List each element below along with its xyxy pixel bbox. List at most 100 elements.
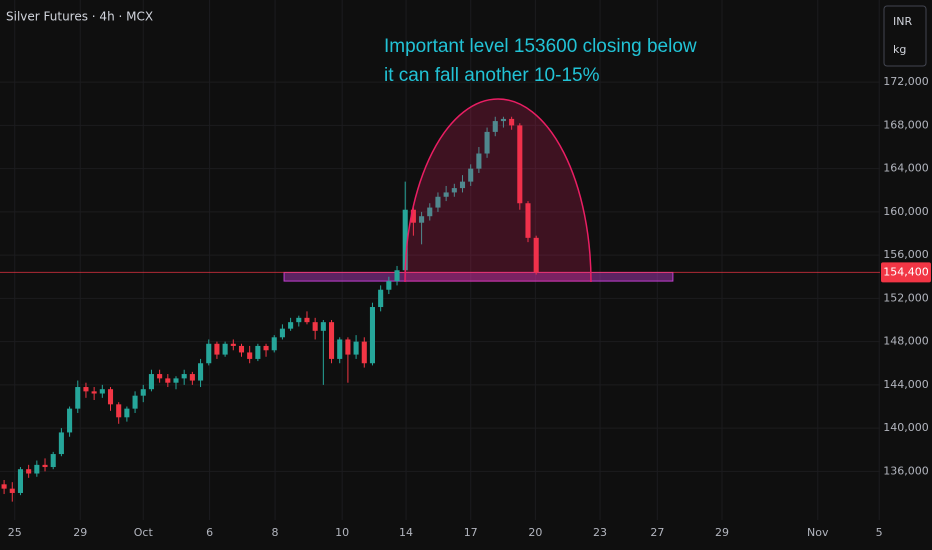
unit-box[interactable] xyxy=(883,5,927,67)
candle-body xyxy=(214,343,220,355)
candle-body xyxy=(173,378,179,383)
candle-body xyxy=(206,343,212,364)
candle-body xyxy=(288,322,294,329)
price-label-box xyxy=(881,262,931,283)
candle-body xyxy=(435,196,441,208)
candle-body xyxy=(394,270,400,282)
y-tick-label: 140,000 xyxy=(883,421,929,434)
candle-body xyxy=(58,432,64,455)
x-tick-label: 23 xyxy=(593,526,607,539)
candle-body xyxy=(410,209,416,223)
candle-body xyxy=(320,322,326,331)
candle-body xyxy=(533,237,539,273)
x-tick-label: 17 xyxy=(464,526,478,539)
x-tick-label: 14 xyxy=(399,526,413,539)
y-tick-label: 172,000 xyxy=(883,75,929,88)
candle-body xyxy=(402,209,408,271)
x-tick-label: 10 xyxy=(335,526,349,539)
candle-body xyxy=(50,454,56,468)
candle-body xyxy=(198,363,204,381)
x-tick-label: Nov xyxy=(807,526,829,539)
candle-body xyxy=(443,192,449,197)
candle-body xyxy=(165,378,171,383)
plot xyxy=(0,116,880,502)
currency: INR xyxy=(893,15,912,28)
candle-body xyxy=(230,343,236,346)
candle-body xyxy=(337,339,343,359)
candle-body xyxy=(247,352,253,359)
candle-body xyxy=(345,339,351,355)
candle-body xyxy=(353,341,359,355)
y-tick-label: 144,000 xyxy=(883,378,929,391)
annotation: it can fall another 10-15% xyxy=(384,65,600,86)
x-tick-label: 8 xyxy=(272,526,279,539)
arc-shape xyxy=(404,98,592,283)
candle-body xyxy=(279,328,285,338)
x-tick-label: 20 xyxy=(528,526,542,539)
candle-body xyxy=(83,387,89,392)
candle-body xyxy=(386,281,392,290)
annotation: Important level 153600 closing below xyxy=(384,36,697,57)
candle-body xyxy=(296,317,302,323)
x-tick-label: 29 xyxy=(715,526,729,539)
candle-body xyxy=(263,345,269,351)
candle-body xyxy=(75,387,81,409)
candle-body xyxy=(328,322,335,359)
candle-body xyxy=(189,374,195,381)
candle-body xyxy=(255,345,261,359)
candle-body xyxy=(369,307,376,364)
x-tick-label: 29 xyxy=(73,526,87,539)
candle-body xyxy=(124,408,130,418)
candle-body xyxy=(476,153,482,169)
y-tick-label: 136,000 xyxy=(883,464,929,477)
x-tick-label: 27 xyxy=(650,526,664,539)
unit: kg xyxy=(893,43,906,56)
candle-body xyxy=(91,391,97,394)
candle-body xyxy=(271,337,277,351)
candle-body xyxy=(222,343,228,355)
y-tick-label: 160,000 xyxy=(883,205,929,218)
candle-body xyxy=(132,395,138,409)
candle-body xyxy=(484,131,490,154)
price-label: 154,400 xyxy=(883,265,929,278)
candle-body xyxy=(427,207,433,217)
candle-body xyxy=(492,121,498,132)
candle-body xyxy=(17,469,24,493)
chart-title: Silver Futures · 4h · MCX xyxy=(6,10,153,24)
grid xyxy=(0,0,880,520)
candle-body xyxy=(451,188,457,193)
y-tick-label: 156,000 xyxy=(883,248,929,261)
y-tick-label: 152,000 xyxy=(883,291,929,304)
y-tick-label: 164,000 xyxy=(883,162,929,175)
candle-body xyxy=(42,464,48,468)
x-tick-label: 25 xyxy=(8,526,22,539)
x-tick-label: 5 xyxy=(876,526,883,539)
candle-body xyxy=(312,322,318,331)
candle-body xyxy=(361,341,367,364)
candle-body xyxy=(107,389,114,405)
candle-body xyxy=(378,289,384,308)
candle-body xyxy=(9,488,15,493)
candle-body xyxy=(148,374,154,390)
candle-body xyxy=(34,464,40,474)
candle-body xyxy=(500,118,506,122)
candle-body xyxy=(67,408,73,433)
candle-body xyxy=(1,484,7,489)
y-tick-label: 168,000 xyxy=(883,118,929,131)
candle-body xyxy=(181,374,187,379)
candle-body xyxy=(509,118,515,126)
candle-body xyxy=(517,125,523,204)
candle-body xyxy=(419,216,425,223)
candle-body xyxy=(140,389,146,396)
candle-body xyxy=(157,374,163,379)
candle-body xyxy=(238,345,245,353)
x-tick-label: Oct xyxy=(134,526,154,539)
y-tick-label: 148,000 xyxy=(883,335,929,348)
candle-body xyxy=(26,469,32,474)
candle-body xyxy=(304,317,310,323)
candle-body xyxy=(116,404,122,418)
candle-body xyxy=(459,181,466,189)
